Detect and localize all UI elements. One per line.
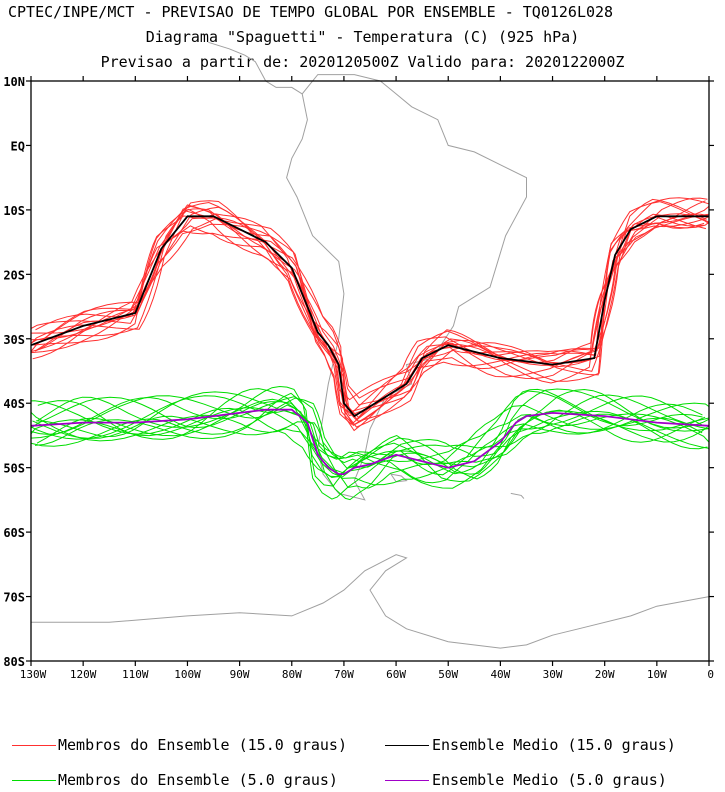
legend-swatch-mean-15 [385, 745, 429, 746]
lat-tick-label: 40S [3, 397, 25, 411]
lon-tick-label: 30W [543, 668, 563, 681]
member-line-5 [36, 385, 710, 480]
central-america-coast [208, 41, 303, 95]
member-line-5 [30, 395, 705, 486]
lon-tick-label: 10W [647, 668, 667, 681]
member-line-15 [30, 215, 705, 401]
legend-swatch-members-15 [12, 745, 56, 746]
member-line-15 [33, 197, 709, 426]
legend-label-members-15: Membros do Ensemble (15.0 graus) [58, 736, 347, 754]
member-line-5 [30, 397, 710, 469]
lon-tick-label: 90W [230, 668, 250, 681]
lon-tick-label: 120W [70, 668, 97, 681]
lat-tick-label: 60S [3, 526, 25, 540]
map-frame [30, 80, 710, 662]
header-line-3: Previsao a partir de: 2020120500Z Valido… [100, 53, 625, 71]
member-line-5 [36, 391, 710, 489]
lon-tick-label: 0 [707, 668, 714, 681]
member-line-5 [32, 413, 710, 464]
lat-tick-label: 70S [3, 591, 25, 605]
member-line-15 [30, 213, 710, 421]
lon-tick-label: 100W [174, 668, 201, 681]
member-line-15 [30, 197, 708, 426]
member-line-5 [37, 388, 710, 487]
ensemble-means-layer [30, 215, 710, 475]
lat-tick-label: 50S [3, 462, 25, 476]
mean-line-15 [30, 215, 709, 418]
falklands-coast [389, 473, 408, 483]
coastline-layer [31, 41, 710, 649]
header-line-2: Diagrama "Spaguetti" - Temperatura (C) (… [145, 28, 580, 46]
legend-label-mean-5: Ensemble Medio (5.0 graus) [432, 771, 667, 789]
lon-tick-label: 130W [20, 668, 47, 681]
lon-tick-label: 70W [334, 668, 354, 681]
lon-tick-label: 40W [490, 668, 510, 681]
legend-swatch-members-5 [12, 780, 56, 781]
header-line-1: CPTEC/INPE/MCT - PREVISAO DE TEMPO GLOBA… [8, 3, 614, 21]
lat-tick-label: 80S [3, 655, 25, 669]
member-line-5 [30, 388, 710, 501]
south-america-coast [286, 74, 527, 501]
lat-tick-label: 30S [3, 333, 25, 347]
member-line-15 [30, 213, 707, 415]
member-line-15 [31, 198, 707, 425]
lat-tick-label: 10S [3, 204, 25, 218]
lon-tick-label: 60W [386, 668, 406, 681]
antarctica-coast [31, 554, 710, 649]
south-georgia-coast [510, 492, 525, 499]
lon-tick-label: 20W [595, 668, 615, 681]
lon-tick-label: 80W [282, 668, 302, 681]
legend-label-mean-15: Ensemble Medio (15.0 graus) [432, 736, 676, 754]
lon-tick-label: 110W [122, 668, 149, 681]
legend-label-members-5: Membros do Ensemble (5.0 graus) [58, 771, 338, 789]
mean-line-5 [30, 408, 710, 475]
legend-swatch-mean-5 [385, 780, 429, 781]
member-line-15 [35, 205, 710, 406]
lon-tick-label: 50W [438, 668, 458, 681]
lat-tick-label: EQ [11, 139, 25, 153]
lat-tick-label: 10N [3, 75, 25, 89]
lat-tick-label: 20S [3, 268, 25, 282]
member-line-5 [37, 388, 710, 500]
